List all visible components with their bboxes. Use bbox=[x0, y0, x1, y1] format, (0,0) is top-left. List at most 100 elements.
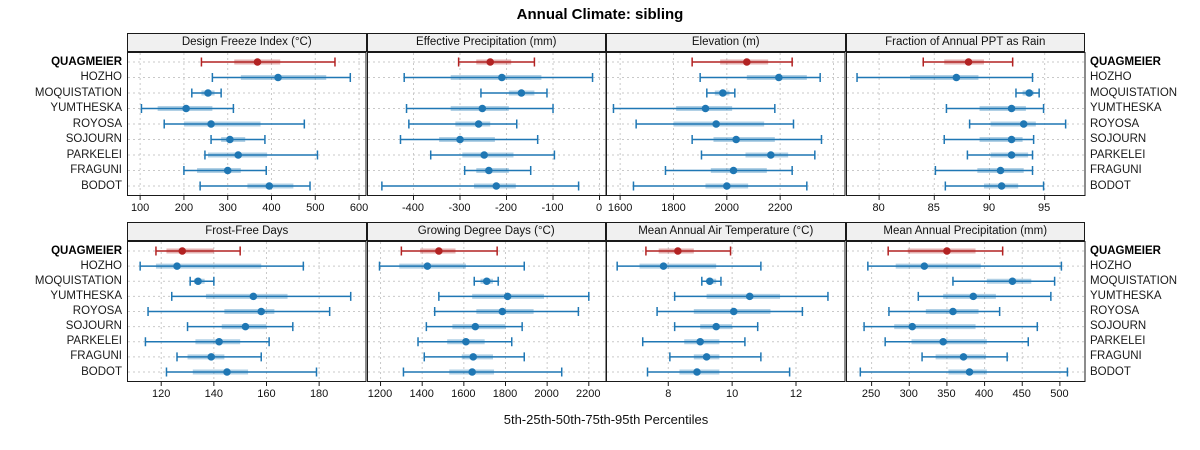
station-label-left: ROYOSA bbox=[72, 117, 122, 130]
station-label-left: QUAGMEIER bbox=[51, 55, 122, 68]
station-label-right: ROYOSA bbox=[1090, 305, 1140, 317]
station-label-left: SOJOURN bbox=[65, 133, 122, 145]
x-tick-label: 2000 bbox=[714, 202, 740, 214]
station-label-right: QUAGMEIER bbox=[1090, 55, 1161, 68]
x-tick-label: 300 bbox=[218, 202, 237, 214]
median-dot bbox=[1008, 277, 1016, 286]
median-dot bbox=[241, 322, 250, 331]
median-dot bbox=[952, 73, 960, 82]
percentiles-caption: 5th-25th-50th-75th-95th Percentiles bbox=[503, 412, 709, 427]
x-tick-label: 400 bbox=[262, 202, 281, 214]
station-label-left: SOJOURN bbox=[65, 320, 122, 333]
median-dot bbox=[767, 151, 775, 159]
median-dot bbox=[701, 104, 710, 113]
median-dot bbox=[482, 277, 491, 286]
median-dot bbox=[207, 120, 215, 128]
median-dot bbox=[223, 166, 232, 175]
median-dot bbox=[965, 368, 973, 376]
median-dot bbox=[226, 135, 234, 144]
median-dot bbox=[253, 58, 262, 66]
panel-border bbox=[606, 241, 846, 382]
panel-header: Fraction of Annual PPT as Rain bbox=[845, 33, 1085, 52]
x-tick-label: 85 bbox=[927, 202, 940, 214]
x-tick-label: 2000 bbox=[534, 388, 559, 400]
median-dot bbox=[964, 58, 972, 66]
chart-title: Annual Climate: sibling bbox=[516, 6, 684, 23]
x-tick-label: 500 bbox=[306, 202, 325, 214]
median-dot bbox=[702, 353, 711, 361]
median-dot bbox=[434, 247, 443, 255]
median-dot bbox=[215, 337, 223, 346]
panel-header: Elevation (m) bbox=[606, 33, 846, 52]
median-dot bbox=[468, 353, 477, 361]
median-dot bbox=[461, 337, 470, 346]
median-dot bbox=[517, 89, 525, 97]
station-label-left: QUAGMEIER bbox=[51, 244, 122, 257]
station-label-left: MOQUISTATION bbox=[34, 274, 122, 287]
station-label-left: HOZHO bbox=[80, 259, 122, 272]
median-dot bbox=[223, 368, 231, 376]
x-tick-label: 10 bbox=[726, 388, 739, 400]
station-label-right: PARKELEI bbox=[1090, 335, 1146, 348]
x-tick-label: 1800 bbox=[661, 202, 686, 214]
station-label-left: MOQUISTATION bbox=[34, 86, 122, 99]
x-tick-label: 600 bbox=[349, 202, 369, 214]
panel-header: Growing Degree Days (°C) bbox=[366, 222, 606, 241]
median-dot bbox=[942, 247, 951, 255]
median-dot bbox=[729, 307, 738, 316]
x-tick-label: 300 bbox=[899, 388, 918, 400]
panel-border bbox=[606, 52, 846, 196]
panel-header: Mean Annual Air Temperature (°C) bbox=[606, 222, 846, 241]
x-tick-label: -200 bbox=[494, 202, 518, 214]
panel-border bbox=[845, 52, 1085, 196]
panel bbox=[366, 241, 606, 386]
median-dot bbox=[920, 262, 928, 270]
panel-header: Mean Annual Precipitation (mm) bbox=[845, 222, 1085, 241]
x-tick-label: 12 bbox=[789, 388, 803, 400]
panel bbox=[606, 241, 846, 386]
median-dot bbox=[467, 368, 476, 376]
x-tick-label: 350 bbox=[937, 388, 956, 400]
panel bbox=[127, 52, 367, 200]
station-label-right: SOJOURN bbox=[1090, 320, 1147, 333]
median-dot bbox=[257, 307, 266, 316]
station-label-left: FRAGUNI bbox=[70, 350, 122, 363]
panel-border bbox=[845, 241, 1085, 382]
x-tick-label: 160 bbox=[257, 388, 276, 400]
median-dot bbox=[996, 166, 1004, 175]
panel-header: Frost-Free Days bbox=[127, 222, 367, 241]
station-label-right: ROYOSA bbox=[1090, 117, 1140, 130]
median-dot bbox=[470, 322, 479, 331]
panel-header: Design Freeze Index (°C) bbox=[127, 33, 367, 52]
median-dot bbox=[705, 277, 714, 286]
station-label-left: YUMTHESKA bbox=[50, 102, 122, 114]
median-dot bbox=[938, 337, 947, 346]
median-dot bbox=[1024, 89, 1033, 97]
median-dot bbox=[696, 337, 705, 346]
median-dot bbox=[1007, 151, 1015, 159]
station-label-right: BODOT bbox=[1090, 179, 1131, 192]
x-tick-label: 200 bbox=[174, 202, 194, 214]
station-label-left: HOZHO bbox=[80, 71, 122, 83]
median-dot bbox=[948, 307, 957, 316]
x-tick-label: 1600 bbox=[451, 388, 476, 400]
station-label-right: QUAGMEIER bbox=[1090, 244, 1161, 257]
median-dot bbox=[959, 353, 967, 361]
median-dot bbox=[745, 292, 754, 301]
station-label-right: FRAGUNI bbox=[1090, 164, 1142, 176]
x-tick-label: 2200 bbox=[576, 388, 601, 400]
x-tick-label: -400 bbox=[401, 202, 425, 214]
x-tick-label: 1400 bbox=[409, 388, 434, 400]
x-tick-label: 80 bbox=[872, 202, 885, 214]
median-dot bbox=[423, 262, 431, 270]
median-dot bbox=[693, 368, 701, 376]
median-dot bbox=[712, 120, 720, 128]
station-label-right: FRAGUNI bbox=[1090, 350, 1142, 363]
median-dot bbox=[194, 277, 202, 286]
x-tick-label: 90 bbox=[982, 202, 996, 214]
median-dot bbox=[1019, 120, 1027, 128]
median-dot bbox=[234, 151, 243, 159]
panel-border bbox=[366, 241, 606, 382]
median-dot bbox=[712, 322, 720, 331]
